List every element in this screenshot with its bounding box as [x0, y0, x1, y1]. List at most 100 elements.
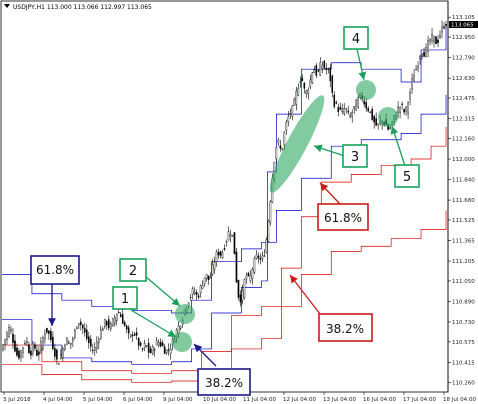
arrow-marker-2: [144, 275, 181, 307]
candle-body: [76, 326, 78, 330]
box-fib-618-left: [30, 255, 80, 285]
candle-body: [70, 342, 72, 345]
y-tick-label: 111.680: [452, 198, 475, 204]
candle-body: [16, 347, 18, 356]
indicator-line-fib-38.2: [2, 210, 447, 383]
candle-body: [52, 336, 54, 349]
marker-box-2: [119, 258, 147, 282]
y-tick-label: 110.730: [452, 320, 475, 326]
arrow-marker-5: [390, 125, 406, 167]
candle-body: [401, 103, 403, 105]
candle-body: [425, 47, 427, 57]
candle-body: [249, 275, 252, 282]
candle-body: [50, 331, 52, 340]
candle-body: [215, 251, 218, 262]
marker-box-3: [342, 144, 368, 168]
candle-body: [109, 323, 112, 330]
candle-body: [179, 326, 182, 329]
candle-body: [18, 350, 20, 359]
candle-body: [287, 116, 290, 122]
highlight-2: [175, 304, 195, 324]
candle-body: [291, 105, 294, 117]
triangle-down-icon[interactable]: [4, 4, 10, 8]
candle-body: [54, 348, 56, 357]
candle-body: [347, 110, 350, 113]
candle-body: [151, 346, 154, 354]
candle-body: [42, 337, 44, 349]
label-fib-382-bottom: 38.2%: [205, 376, 243, 390]
price-axis: 113.105 112.950 112.790 112.630 112.475 112.3…: [448, 15, 475, 386]
highlight-1: [172, 332, 192, 352]
marker-label-5: 5: [403, 170, 411, 185]
candle-body: [143, 343, 146, 348]
candle-body: [311, 72, 314, 84]
candle-body: [115, 313, 118, 322]
candle-body: [78, 323, 80, 326]
candle-body: [111, 318, 114, 326]
y-tick-label: 112.000: [452, 157, 475, 163]
candle-body: [427, 40, 429, 52]
candle-body: [237, 279, 240, 298]
candle-body: [66, 337, 68, 345]
candle-body: [373, 116, 375, 123]
candle-body: [255, 254, 258, 259]
candle-body: [279, 145, 282, 149]
candle-body: [339, 106, 342, 110]
y-tick-label: 112.950: [452, 35, 475, 41]
candle-body: [301, 78, 304, 81]
candle-body: [321, 64, 324, 70]
candle-body: [429, 39, 431, 42]
candle-body: [20, 350, 22, 358]
box-fib-382-bottom: [197, 368, 251, 396]
candle-body: [221, 252, 224, 258]
candle-body: [225, 241, 228, 243]
candle-body: [99, 329, 102, 339]
candle-body: [419, 56, 421, 60]
candle-body: [325, 68, 328, 70]
y-tick-label: 112.160: [452, 136, 475, 142]
candle-body: [12, 333, 14, 343]
candle-body: [24, 343, 26, 345]
candle-body: [399, 106, 401, 113]
candle-body: [129, 334, 132, 337]
candle-body: [209, 277, 212, 279]
candle-body: [145, 345, 148, 347]
x-tick-label: 10 Jul 04:00: [203, 397, 236, 403]
candle-body: [219, 251, 222, 256]
candle-body: [205, 274, 208, 279]
candle-body: [319, 62, 322, 76]
candle-body: [167, 349, 170, 351]
marker-label-4: 4: [352, 32, 360, 47]
candle-body: [127, 327, 130, 334]
candle-body: [233, 232, 236, 255]
y-tick-label: 111.525: [452, 218, 475, 224]
candle-body: [293, 98, 296, 106]
marker-box-5: [394, 164, 420, 188]
candle-body: [331, 75, 334, 93]
candle-body: [411, 78, 413, 90]
label-fib-382-right: 38.2%: [326, 322, 364, 336]
candle-body: [123, 322, 126, 326]
box-fib-382-right: [318, 313, 373, 342]
candle-body: [135, 332, 138, 336]
plot-frame: [0, 0, 449, 393]
candle-body: [40, 341, 42, 351]
candle-body: [153, 349, 156, 351]
x-tick-label: 18 Jul 04:00: [443, 397, 476, 403]
candle-body: [161, 342, 164, 347]
candle-body: [159, 341, 162, 347]
y-tick-label: 111.365: [452, 238, 475, 244]
y-tick-label: 110.415: [452, 360, 475, 366]
candle-body: [351, 112, 354, 117]
candle-body: [261, 255, 264, 259]
candle-body: [389, 127, 391, 129]
candle-body: [34, 344, 36, 349]
candle-body: [36, 349, 38, 356]
y-tick-label: 113.105: [452, 15, 475, 21]
candle-body: [297, 88, 300, 96]
candle-body: [131, 334, 134, 337]
candle-body: [367, 108, 369, 112]
candle-body: [313, 69, 316, 74]
